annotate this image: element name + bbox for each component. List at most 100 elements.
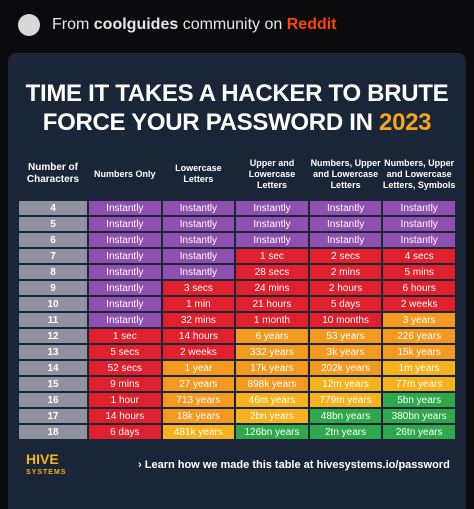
cell: 17k years [235,360,309,376]
cell: Instantly [308,232,383,248]
cell: 2 weeks [161,344,236,360]
cell: Instantly [88,216,162,232]
cell: 46m years [235,392,309,408]
logo: HIVE SYSTEMS [26,452,66,480]
cell: Instantly [88,232,162,248]
cell: 77m years [382,376,456,392]
row-label: 13 [18,344,88,360]
community[interactable]: coolguides [93,16,179,33]
logo-text: HIVE [26,451,59,467]
table-row: 15 9 mins 27 years 898k years 12m years 77m y… [18,376,456,392]
title-line: FORCE YOUR PASSWORD IN 2023 [8,108,466,137]
table-row: 7 Instantly Instantly 1 sec 2 secs 4 secs [18,248,456,264]
cell: 2tn years [308,424,383,440]
cell: 53 years [308,328,383,344]
table-row: 6 Instantly Instantly Instantly Instantly Ins… [18,232,456,248]
cell: 3 years [382,312,456,328]
cell: 2 weeks [382,296,456,312]
cell: Instantly [161,200,236,216]
column-header: Number of Characters [26,162,80,185]
cell: 28 secs [235,264,309,280]
cell: Instantly [161,248,236,264]
row-label: 15 [18,376,88,392]
row-label: 14 [18,360,88,376]
cell: 12m years [308,376,383,392]
row-label: 11 [18,312,88,328]
community-icon [18,14,40,36]
cell: Instantly [382,216,456,232]
cell: Instantly [88,200,162,216]
cell: 5 secs [88,344,162,360]
row-label: 8 [18,264,88,280]
cell: 24 mins [235,280,309,296]
cell: Instantly [382,200,456,216]
table-row: 8 Instantly Instantly 28 secs 2 mins 5 mins [18,264,456,280]
table-row: 10 Instantly 1 min 21 hours 5 days 2 weeks [18,296,456,312]
row-label: 16 [18,392,88,408]
row-label: 17 [18,408,88,424]
link-text: Learn how we made this table at [144,459,314,471]
cell: 713 years [161,392,236,408]
cell: 1 month [235,312,309,328]
table-row: 12 1 sec 14 hours 6 years 53 years 226 years [18,328,456,344]
prefix: From [52,16,90,33]
cell: 226 years [382,328,456,344]
cell: 6 years [235,328,309,344]
cell: 5 days [308,296,383,312]
cell: 779m years [308,392,383,408]
cell: 1 sec [235,248,309,264]
cell: Instantly [161,216,236,232]
logo-sub: SYSTEMS [26,469,67,476]
cell: 9 mins [88,376,162,392]
cell: 48bn years [308,408,383,424]
infographic: TIME IT TAKES A HACKER TO BRUTE FORCE YO… [8,53,466,509]
table-row: 9 Instantly 3 secs 24 mins 2 hours 6 hours [18,280,456,296]
row-label: 6 [18,232,88,248]
title-text: FORCE YOUR PASSWORD IN [42,109,373,136]
column-header: Upper and Lowercase Letters [248,157,296,190]
site[interactable]: Reddit [286,16,337,33]
column-header: Numbers, Upper and Lowercase Letters [310,157,381,190]
cell: 1 min [161,296,236,312]
cell: Instantly [308,216,383,232]
footer: HIVE SYSTEMS › Learn how we made this tab… [8,438,466,498]
table-row: 16 1 hour 713 years 46m years 779m years 5bn … [18,392,456,408]
title-line: TIME IT TAKES A HACKER TO BRUTE [25,80,449,107]
row-label: 7 [18,248,88,264]
cell: 14 hours [161,328,236,344]
cell: 332 years [235,344,309,360]
cell: 5bn years [382,392,456,408]
cell: 2 secs [308,248,383,264]
title: TIME IT TAKES A HACKER TO BRUTE FORCE YO… [8,79,466,137]
cell: Instantly [382,232,456,248]
table-row: 13 5 secs 2 weeks 332 years 3k years 15k year… [18,344,456,360]
header-row: Number of Characters Numbers Only Lowercas… [18,148,456,200]
cell: Instantly [161,264,236,280]
cell: 6 hours [382,280,456,296]
row-label: 18 [18,424,88,440]
cell: Instantly [235,216,309,232]
cell: Instantly [308,200,383,216]
cell: 481k years [161,424,236,440]
row-label: 5 [18,216,88,232]
cell: 52 secs [88,360,162,376]
cell: 2bn years [235,408,309,424]
table-body: 4 Instantly Instantly Instantly Instantly Ins… [18,200,456,440]
link-url[interactable]: hivesystems.io/password [316,459,450,471]
row-label: 12 [18,328,88,344]
link[interactable]: › Learn how we made this table at hivesy… [138,459,450,471]
column-header: Lowercase Letters [175,163,222,184]
cell: 2 hours [308,280,383,296]
table-row: 18 6 days 481k years 126bn years 2tn years 26… [18,424,456,440]
table-row: 4 Instantly Instantly Instantly Instantly Ins… [18,200,456,216]
cell: Instantly [88,312,162,328]
cell: 202k years [308,360,383,376]
cell: Instantly [88,248,162,264]
cell: 1m years [382,360,456,376]
cell: Instantly [88,280,162,296]
cell: 898k years [235,376,309,392]
cell: 5 mins [382,264,456,280]
table: Number of Characters Numbers Only Lowercas… [18,148,456,440]
cell: 3 secs [161,280,236,296]
cell: 21 hours [235,296,309,312]
